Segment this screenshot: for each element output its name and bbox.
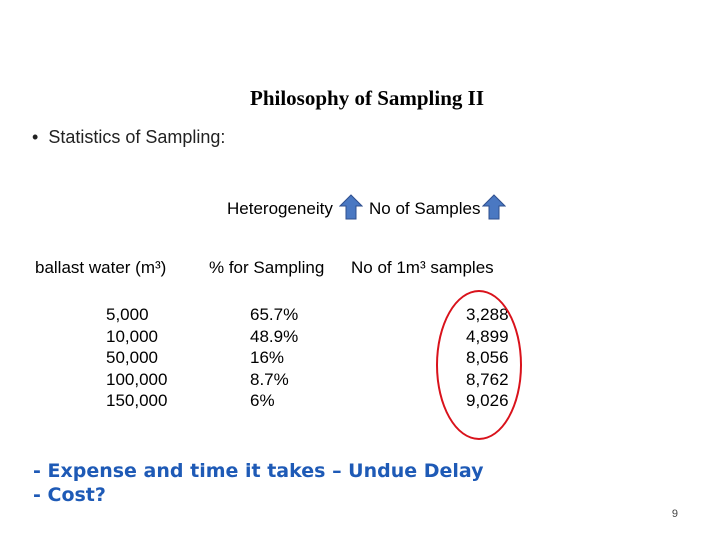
percent-value: 6% [250, 391, 275, 410]
volume-column-header: ballast water (m³) [35, 258, 167, 277]
up-arrow-icon [339, 194, 363, 220]
bullet-dot: • [32, 127, 39, 147]
volume-value: 150,000 [106, 391, 168, 410]
bullet-text: Statistics of Sampling: [48, 127, 226, 147]
volume-value: 5,000 [106, 305, 149, 324]
volume-value: 10,000 [106, 326, 158, 346]
percent-value: 16% [250, 348, 285, 367]
samples-column-header: No of 1m³ samples [351, 258, 494, 277]
percent-column-header: % for Sampling [209, 258, 325, 277]
highlight-oval [436, 290, 522, 440]
page-number: 9 [671, 508, 678, 520]
percent-value: 8.7% [250, 369, 289, 389]
percent-column: 65.7% 48.9% 16% 8.7% 6% [250, 304, 298, 412]
bullet-item: • Statistics of Sampling: [32, 127, 225, 148]
percent-value: 65.7% [250, 305, 299, 324]
heterogeneity-label: Heterogeneity [227, 199, 333, 218]
volume-column: 5,000 10,000 50,000 100,000 150,000 [106, 304, 167, 412]
percent-value: 48.9% [250, 326, 299, 346]
volume-value: 50,000 [106, 348, 158, 367]
footer-line-delay: - Expense and time it takes – Undue Dela… [33, 460, 484, 482]
footer-line-cost: - Cost? [33, 484, 106, 506]
volume-value: 100,000 [106, 369, 168, 389]
up-arrow-icon [482, 194, 506, 220]
slide-title: Philosophy of Sampling II [250, 86, 484, 110]
samples-label: No of Samples [369, 199, 481, 218]
